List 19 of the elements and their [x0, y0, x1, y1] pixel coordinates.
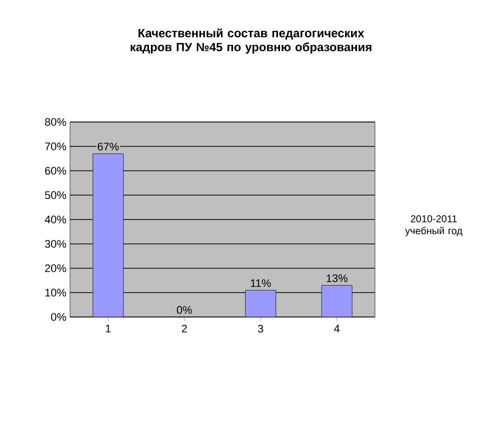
y-tick-label: 0%: [51, 313, 66, 321]
y-tick-label: 10%: [45, 288, 66, 297]
y-tick-label: 60%: [45, 166, 66, 175]
x-tick-label: 1: [106, 324, 111, 332]
data-label: 11%: [250, 279, 271, 287]
data-label: 13%: [326, 274, 348, 282]
y-tick-label: 80%: [45, 118, 66, 126]
y-tick-label: 50%: [44, 191, 66, 200]
y-tick-label: 30%: [44, 240, 66, 248]
data-label: 67%: [98, 142, 119, 150]
data-label: 0%: [176, 306, 192, 314]
x-tick-label: 3: [258, 324, 264, 333]
x-tick-label: 2: [182, 324, 187, 332]
y-tick-label: 40%: [44, 216, 66, 224]
text: 2010-2011 учебный год: [405, 215, 462, 236]
y-tick-label: 70%: [45, 142, 66, 150]
y-tick-label: 20%: [45, 264, 66, 272]
chart-title: Качественный состав педагогических кадров ПУ №45 по уровню образования: [130, 28, 372, 54]
x-tick-label: 4: [334, 324, 340, 332]
